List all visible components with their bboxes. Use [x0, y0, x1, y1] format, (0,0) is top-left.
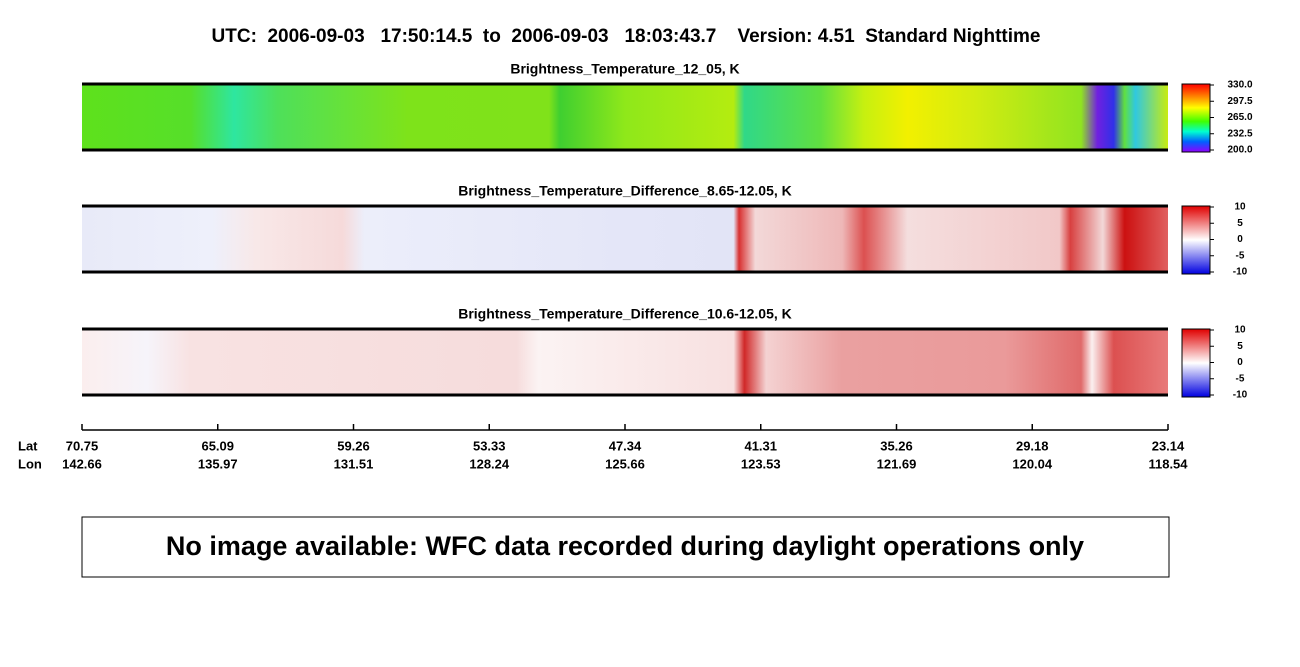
panel-image: [82, 84, 1168, 150]
panel-borders: [82, 82, 1168, 397]
lat-label: 35.26: [880, 438, 913, 453]
lat-label: 41.31: [744, 438, 777, 453]
colorbar: [1181, 328, 1211, 398]
colorbar-tick-label: 330.0: [1227, 80, 1252, 91]
lon-label: 118.54: [1148, 456, 1188, 471]
colorbar-tick-label: -10: [1233, 267, 1248, 278]
notice-box: [81, 516, 1170, 578]
panel-title: Brightness_Temperature_Difference_8.65-1…: [458, 183, 792, 199]
lon-label: 123.53: [741, 456, 781, 471]
lon-label: 125.66: [605, 456, 645, 471]
lat-label: 23.14: [1152, 438, 1185, 453]
colorbar: [1181, 205, 1211, 275]
colorbar-tick-label: 265.0: [1227, 112, 1252, 123]
lon-label: 142.66: [62, 456, 102, 471]
colorbar-tick-label: -5: [1236, 373, 1245, 384]
colorbar: [1181, 83, 1211, 153]
colorbar-tick-label: 5: [1237, 341, 1243, 352]
lon-label: 131.51: [334, 456, 374, 471]
colorbar-tick-label: 10: [1234, 325, 1246, 336]
lon-label: 135.97: [198, 456, 238, 471]
lat-label: 70.75: [66, 438, 99, 453]
page-title: UTC: 2006-09-03 17:50:14.5 to 2006-09-03…: [212, 26, 1041, 47]
colorbar-tick-label: -5: [1236, 250, 1245, 261]
colorbar-tick-label: 0: [1237, 357, 1243, 368]
panel-title: Brightness_Temperature_Difference_10.6-1…: [458, 306, 792, 322]
lon-label: 120.04: [1012, 456, 1053, 471]
lat-label: 29.18: [1016, 438, 1049, 453]
colorbar-tick-label: 200.0: [1227, 145, 1252, 156]
colorbar-tick-label: 10: [1234, 202, 1246, 213]
lon-heading: Lon: [18, 456, 42, 471]
colorbar-tick-label: 5: [1237, 218, 1243, 229]
colorbar-tick-label: 0: [1237, 234, 1243, 245]
lat-heading: Lat: [18, 438, 38, 453]
panel-image: [82, 329, 1168, 395]
colorbar-tick-label: 297.5: [1227, 96, 1252, 107]
colorbar-tick-label: -10: [1233, 390, 1248, 401]
colorbar-tick-label: 232.5: [1227, 128, 1252, 139]
lat-label: 65.09: [201, 438, 234, 453]
lat-label: 47.34: [609, 438, 642, 453]
lat-label: 53.33: [473, 438, 506, 453]
lat-label: 59.26: [337, 438, 370, 453]
panel-image: [82, 206, 1168, 272]
panel-title: Brightness_Temperature_12_05, K: [510, 61, 739, 77]
lon-label: 128.24: [469, 456, 510, 471]
lon-label: 121.69: [877, 456, 917, 471]
notice: No image available: WFC data recorded du…: [166, 531, 1084, 561]
